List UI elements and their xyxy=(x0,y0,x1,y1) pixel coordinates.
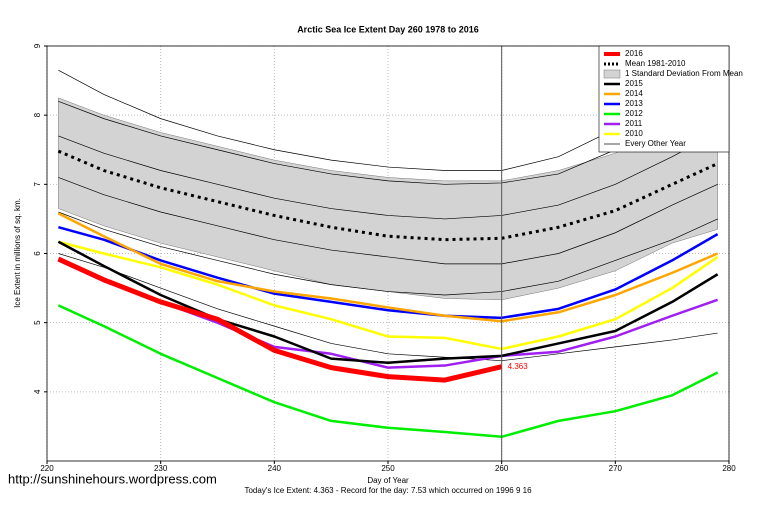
data-label: 4.363 xyxy=(508,362,529,371)
other-year-line xyxy=(58,253,718,362)
series-line xyxy=(58,226,719,320)
y-axis-label: Ice Extent in millions of sq. km. xyxy=(13,198,22,308)
y-tick-label: 4 xyxy=(33,389,42,394)
series-line xyxy=(57,304,719,439)
legend-swatch xyxy=(603,69,621,79)
y-tick-label: 8 xyxy=(33,112,42,117)
legend-label: 2015 xyxy=(625,79,643,88)
y-tick-label: 7 xyxy=(33,182,42,187)
y-tick-label: 5 xyxy=(33,320,42,325)
series-line xyxy=(57,212,719,323)
watermark: http://sunshinehours.wordpress.com xyxy=(8,471,217,486)
other-year-line xyxy=(58,132,718,220)
y-tick-label: 9 xyxy=(33,43,42,48)
x-axis-label: Day of Year xyxy=(367,476,409,485)
chart-title: Arctic Sea Ice Extent Day 260 1978 to 20… xyxy=(297,24,479,34)
legend-label: 1 Standard Deviation From Mean xyxy=(625,69,743,78)
x-tick-label: 230 xyxy=(154,464,168,473)
legend-label: Mean 1981-2010 xyxy=(625,59,686,68)
legend-label: 2013 xyxy=(625,99,643,108)
other-year-line xyxy=(58,211,718,296)
legend-label: 2012 xyxy=(625,109,643,118)
plot-border xyxy=(46,45,730,462)
series-line xyxy=(58,240,719,351)
std-band xyxy=(58,97,718,301)
legend-box xyxy=(598,45,730,153)
legend-label: 2016 xyxy=(625,49,643,58)
legend-label: 2011 xyxy=(625,119,643,128)
x-tick-label: 270 xyxy=(609,464,623,473)
x-tick-label: 220 xyxy=(40,464,54,473)
legend-label: Every Other Year xyxy=(625,139,686,148)
footer: Today's Ice Extent: 4.363 - Record for t… xyxy=(244,486,532,495)
x-tick-label: 250 xyxy=(381,464,395,473)
x-tick-label: 260 xyxy=(495,464,509,473)
legend-label: 2014 xyxy=(625,89,643,98)
y-tick-label: 6 xyxy=(33,251,42,256)
x-tick-label: 280 xyxy=(722,464,736,473)
series-line xyxy=(57,256,503,383)
legend-label: 2010 xyxy=(625,129,643,138)
x-tick-label: 240 xyxy=(268,464,282,473)
series-line xyxy=(57,240,719,365)
other-year-line xyxy=(58,177,718,265)
